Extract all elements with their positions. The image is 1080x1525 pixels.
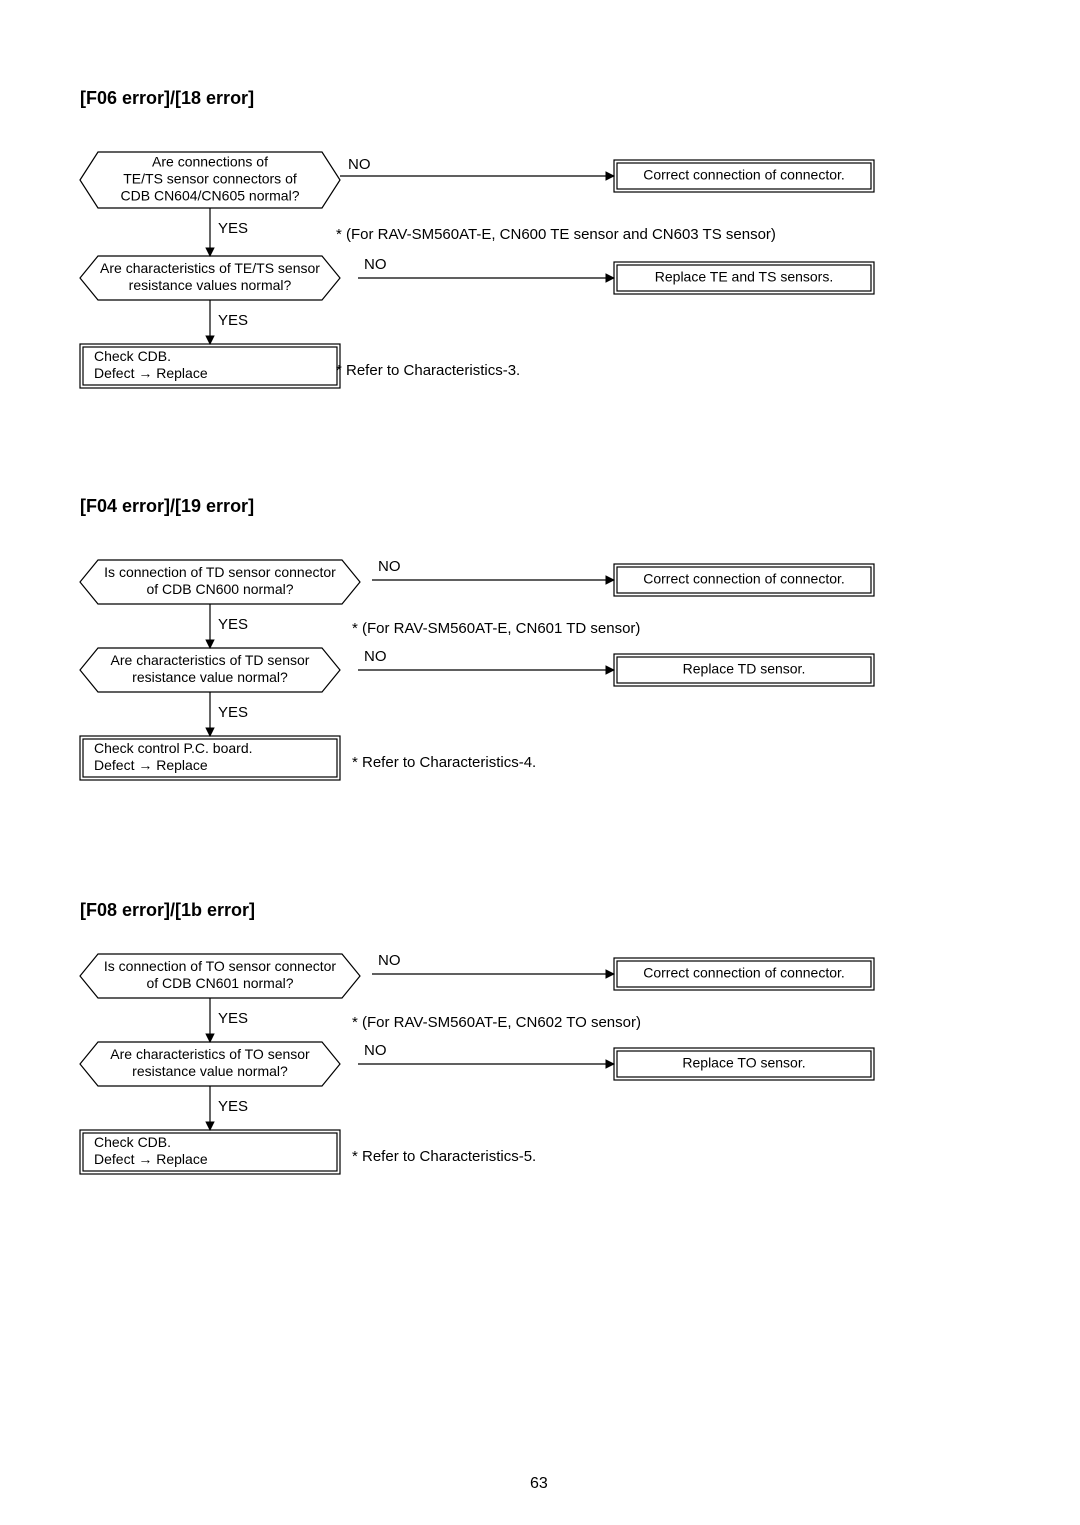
svg-text:Is connection of TD sensor con: Is connection of TD sensor connector bbox=[104, 564, 336, 580]
note-mid-f04: * (For RAV-SM560AT-E, CN601 TD sensor) bbox=[352, 620, 640, 637]
svg-text:Check CDB.: Check CDB. bbox=[94, 348, 171, 364]
svg-text:Defect → Replace: Defect → Replace bbox=[94, 1151, 208, 1167]
svg-text:CDB CN604/CN605 normal?: CDB CN604/CN605 normal? bbox=[121, 188, 300, 204]
label-yes1-f04: YES bbox=[218, 616, 248, 633]
svg-text:Are characteristics of TD sens: Are characteristics of TD sensor bbox=[111, 652, 310, 668]
page: Are connections ofTE/TS sensor connector… bbox=[0, 0, 1080, 1525]
note-mid-f08: * (For RAV-SM560AT-E, CN602 TO sensor) bbox=[352, 1014, 641, 1031]
svg-text:Are characteristics of TE/TS s: Are characteristics of TE/TS sensor bbox=[100, 260, 320, 276]
svg-text:Correct connection of connecto: Correct connection of connector. bbox=[643, 571, 845, 587]
svg-text:of CDB CN601 normal?: of CDB CN601 normal? bbox=[146, 975, 293, 991]
svg-text:Replace TD sensor.: Replace TD sensor. bbox=[683, 661, 806, 677]
label-no1-f04: NO bbox=[378, 558, 401, 575]
svg-text:resistance value normal?: resistance value normal? bbox=[132, 1063, 288, 1079]
label-yes1-f08: YES bbox=[218, 1010, 248, 1027]
note-bottom-f06: * Refer to Characteristics-3. bbox=[336, 362, 520, 379]
svg-text:Is connection of TO sensor con: Is connection of TO sensor connector bbox=[104, 958, 337, 974]
page-number: 63 bbox=[530, 1475, 548, 1493]
label-no2-f08: NO bbox=[364, 1042, 387, 1059]
label-yes2-f06: YES bbox=[218, 312, 248, 329]
note-mid-f06: * (For RAV-SM560AT-E, CN600 TE sensor an… bbox=[336, 226, 776, 243]
label-yes2-f08: YES bbox=[218, 1098, 248, 1115]
svg-text:resistance values normal?: resistance values normal? bbox=[129, 277, 292, 293]
label-no2-f06: NO bbox=[364, 256, 387, 273]
note-bottom-f04: * Refer to Characteristics-4. bbox=[352, 754, 536, 771]
svg-text:Check control P.C. board.: Check control P.C. board. bbox=[94, 740, 253, 756]
svg-text:of CDB CN600 normal?: of CDB CN600 normal? bbox=[146, 581, 293, 597]
label-no1-f08: NO bbox=[378, 952, 401, 969]
svg-text:Are connections of: Are connections of bbox=[152, 154, 268, 170]
label-yes2-f04: YES bbox=[218, 704, 248, 721]
label-no2-f04: NO bbox=[364, 648, 387, 665]
svg-text:resistance value normal?: resistance value normal? bbox=[132, 669, 288, 685]
section-title-f06: [F06 error]/[18 error] bbox=[80, 88, 254, 109]
svg-text:Defect → Replace: Defect → Replace bbox=[94, 757, 208, 773]
svg-text:Replace TE and TS sensors.: Replace TE and TS sensors. bbox=[655, 269, 833, 285]
svg-text:TE/TS sensor connectors of: TE/TS sensor connectors of bbox=[123, 171, 297, 187]
svg-text:Check CDB.: Check CDB. bbox=[94, 1134, 171, 1150]
label-yes1-f06: YES bbox=[218, 220, 248, 237]
svg-text:Are characteristics of TO sens: Are characteristics of TO sensor bbox=[110, 1046, 310, 1062]
note-bottom-f08: * Refer to Characteristics-5. bbox=[352, 1148, 536, 1165]
svg-text:Correct connection of connecto: Correct connection of connector. bbox=[643, 965, 845, 981]
section-title-f04: [F04 error]/[19 error] bbox=[80, 496, 254, 517]
svg-text:Correct connection of connecto: Correct connection of connector. bbox=[643, 167, 845, 183]
svg-text:Replace TO sensor.: Replace TO sensor. bbox=[682, 1055, 805, 1071]
svg-text:Defect → Replace: Defect → Replace bbox=[94, 365, 208, 381]
label-no1-f06: NO bbox=[348, 156, 371, 173]
section-title-f08: [F08 error]/[1b error] bbox=[80, 900, 255, 921]
